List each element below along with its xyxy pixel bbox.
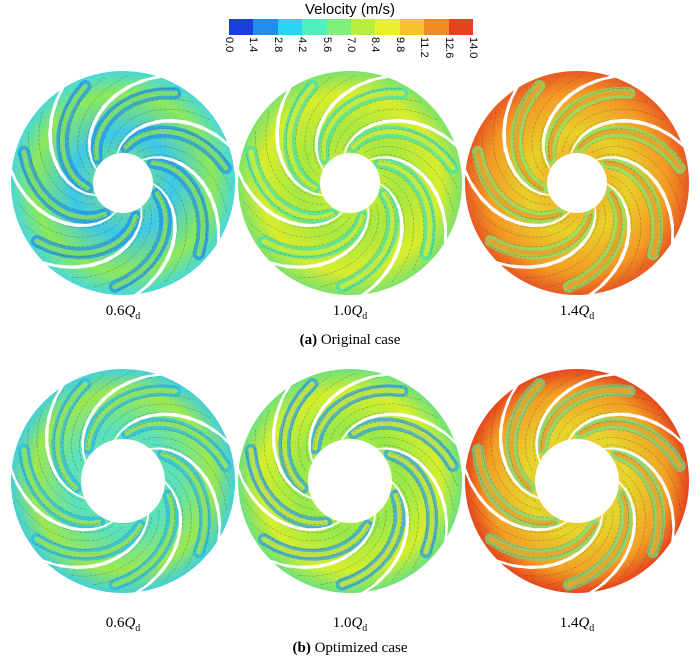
legend-tick-label: 14.0 bbox=[467, 37, 479, 59]
legend-swatch bbox=[448, 19, 474, 35]
legend-swatch bbox=[277, 19, 303, 35]
legend-tick-label: 2.8 bbox=[271, 37, 284, 53]
legend-swatch bbox=[326, 19, 352, 35]
caption-optimized-1-0qd: 1.0Qd bbox=[332, 615, 368, 634]
legend-swatch bbox=[375, 19, 400, 35]
legend-swatch bbox=[229, 19, 254, 35]
panel-label-original: (a) Original case bbox=[299, 332, 401, 348]
impeller-original-1-0qd bbox=[236, 71, 462, 297]
legend-tick-label: 4.2 bbox=[296, 37, 309, 53]
caption-original-1-4qd: 1.4Qd bbox=[559, 303, 595, 322]
impeller-optimized-1-4qd bbox=[463, 369, 689, 595]
impeller-original-1-4qd bbox=[463, 71, 689, 297]
legend-title: Velocity (m/s) bbox=[304, 1, 395, 18]
caption-optimized-1-4qd: 1.4Qd bbox=[559, 615, 595, 634]
impeller-original-0-6qd bbox=[9, 71, 235, 297]
legend-tick-label: 9.8 bbox=[393, 37, 406, 53]
legend-swatch bbox=[351, 19, 376, 35]
legend-tick-label: 1.4 bbox=[247, 37, 260, 53]
caption-original-1-0qd: 1.0Qd bbox=[332, 303, 368, 322]
impeller-optimized-0-6qd bbox=[9, 369, 235, 595]
legend-swatch bbox=[399, 19, 425, 35]
legend-swatch bbox=[302, 19, 327, 35]
legend-tick-label: 11.2 bbox=[418, 37, 431, 58]
impeller-optimized-1-0qd bbox=[236, 369, 462, 595]
caption-optimized-0-6qd: 0.6Qd bbox=[105, 615, 141, 634]
legend-swatch bbox=[253, 19, 278, 35]
caption-original-0-6qd: 0.6Qd bbox=[105, 303, 141, 322]
legend-tick-label: 5.6 bbox=[320, 37, 333, 53]
legend-tick-label: 0.0 bbox=[223, 37, 235, 53]
legend-tick-label: 7.0 bbox=[345, 37, 357, 53]
legend-swatch bbox=[424, 19, 449, 35]
color-legend-bar bbox=[229, 19, 474, 35]
panel-label-optimized: (b) Optimized case bbox=[292, 640, 408, 656]
legend-tick-label: 8.4 bbox=[369, 37, 382, 53]
legend-tick-label: 12.6 bbox=[442, 37, 455, 59]
